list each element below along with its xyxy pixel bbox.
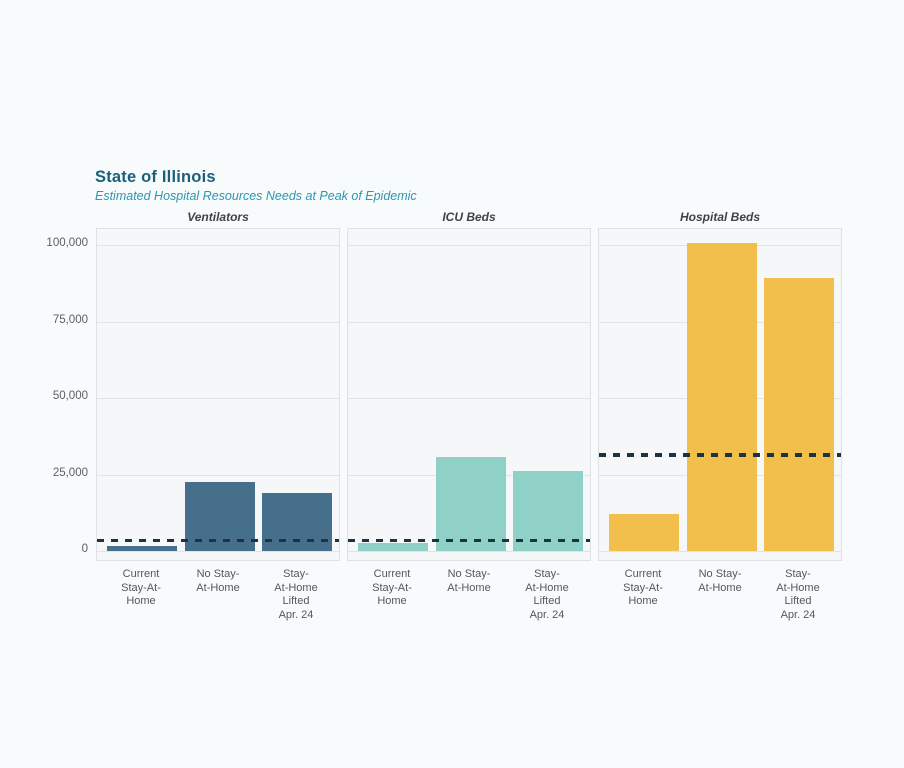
x-label-current-stay-at-home: Current Stay-At- Home [623, 568, 663, 607]
x-label-no-stay-at-home: No Stay- At-Home [196, 568, 240, 594]
y-tick-50000: 50,000 [52, 390, 88, 402]
x-label-stay-at-home-lifted: Stay- At-Home Lifted Apr. 24 [776, 568, 820, 621]
gridline-50000 [97, 398, 339, 399]
gridline-100000 [97, 245, 339, 246]
bar-no-stay-at-home [435, 457, 506, 551]
y-tick-75000: 75,000 [52, 313, 88, 326]
capacity-dashed-line [97, 538, 339, 543]
gridline-100000 [348, 245, 590, 246]
plot-hospital-beds [598, 228, 842, 561]
gridline-0 [348, 551, 590, 552]
gridline-75000 [97, 321, 339, 323]
plot-icu-beds [347, 228, 591, 561]
x-label-current-stay-at-home: Current Stay-At- Home [121, 568, 161, 607]
y-tick-25000: 25,000 [52, 466, 88, 479]
panel-title-hospital-beds: Hospital Beds [679, 210, 760, 224]
gridline-0 [599, 551, 841, 552]
x-label-stay-at-home-lifted: Stay- At-Home Lifted Apr. 24 [274, 568, 318, 621]
y-tick-100000: 100,000 [46, 237, 88, 249]
bar-current-stay-at-home [358, 543, 428, 551]
gridline-75000 [348, 321, 590, 323]
panel-title-ventilators: Ventilators [187, 210, 249, 224]
bar-stay-at-home-lifted-apr-24 [513, 471, 583, 551]
bar-current-stay-at-home [107, 545, 177, 551]
x-label-no-stay-at-home: No Stay- At-Home [447, 568, 491, 594]
gridline-50000 [348, 398, 590, 399]
bar-stay-at-home-lifted-apr-24 [764, 278, 834, 551]
capacity-dashed-line [348, 538, 590, 543]
plot-ventilators [96, 228, 340, 561]
x-label-stay-at-home-lifted: Stay- At-Home Lifted Apr. 24 [525, 568, 569, 621]
bar-no-stay-at-home [686, 242, 757, 551]
y-tick-0: 0 [81, 543, 88, 555]
x-label-current-stay-at-home: Current Stay-At- Home [372, 568, 412, 607]
gridline-25000 [97, 474, 339, 476]
panel-title-icu-beds: ICU Beds [442, 210, 496, 224]
chart-subtitle: Estimated Hospital Resources Needs at Pe… [95, 189, 417, 203]
chart-title: State of Illinois [95, 168, 216, 186]
bar-current-stay-at-home [609, 514, 679, 551]
x-label-no-stay-at-home: No Stay- At-Home [698, 568, 742, 594]
capacity-dashed-line [599, 453, 841, 457]
gridline-0 [97, 551, 339, 552]
